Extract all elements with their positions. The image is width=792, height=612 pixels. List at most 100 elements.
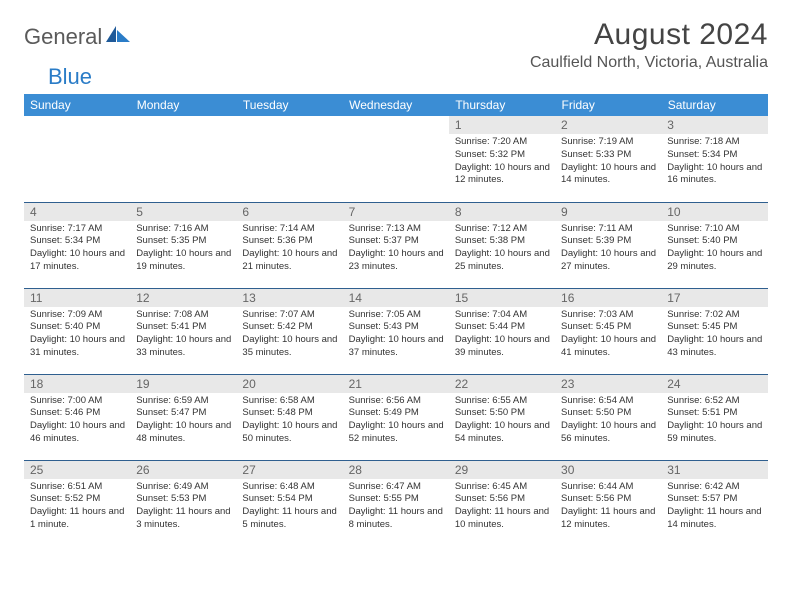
day-number: 5	[130, 203, 236, 221]
day-number: 10	[661, 203, 767, 221]
day-details: Sunrise: 7:03 AMSunset: 5:45 PMDaylight:…	[555, 307, 661, 364]
sunset-text: Sunset: 5:43 PM	[349, 321, 445, 334]
day-number: 29	[449, 461, 555, 479]
daylight-text: Daylight: 10 hours and 52 minutes.	[349, 420, 445, 446]
weekday-header: Tuesday	[236, 94, 342, 116]
calendar-empty-cell	[343, 116, 449, 202]
sunrise-text: Sunrise: 7:03 AM	[561, 309, 657, 322]
sunrise-text: Sunrise: 7:02 AM	[667, 309, 763, 322]
sunset-text: Sunset: 5:51 PM	[667, 407, 763, 420]
calendar-day-cell: 29Sunrise: 6:45 AMSunset: 5:56 PMDayligh…	[449, 460, 555, 546]
calendar-day-cell: 14Sunrise: 7:05 AMSunset: 5:43 PMDayligh…	[343, 288, 449, 374]
day-number: 27	[236, 461, 342, 479]
weekday-header-row: Sunday Monday Tuesday Wednesday Thursday…	[24, 94, 768, 116]
weekday-header: Sunday	[24, 94, 130, 116]
daylight-text: Daylight: 10 hours and 21 minutes.	[242, 248, 338, 274]
day-details: Sunrise: 7:11 AMSunset: 5:39 PMDaylight:…	[555, 221, 661, 278]
month-title: August 2024	[530, 18, 768, 52]
day-details: Sunrise: 6:52 AMSunset: 5:51 PMDaylight:…	[661, 393, 767, 450]
daylight-text: Daylight: 10 hours and 41 minutes.	[561, 334, 657, 360]
sunrise-text: Sunrise: 7:13 AM	[349, 223, 445, 236]
sunrise-text: Sunrise: 6:47 AM	[349, 481, 445, 494]
sunset-text: Sunset: 5:56 PM	[455, 493, 551, 506]
calendar-table: Sunday Monday Tuesday Wednesday Thursday…	[24, 94, 768, 546]
calendar-day-cell: 18Sunrise: 7:00 AMSunset: 5:46 PMDayligh…	[24, 374, 130, 460]
daylight-text: Daylight: 11 hours and 1 minute.	[30, 506, 126, 532]
calendar-day-cell: 15Sunrise: 7:04 AMSunset: 5:44 PMDayligh…	[449, 288, 555, 374]
sunrise-text: Sunrise: 7:17 AM	[30, 223, 126, 236]
sunrise-text: Sunrise: 6:49 AM	[136, 481, 232, 494]
sunrise-text: Sunrise: 7:14 AM	[242, 223, 338, 236]
sunset-text: Sunset: 5:38 PM	[455, 235, 551, 248]
day-details: Sunrise: 7:07 AMSunset: 5:42 PMDaylight:…	[236, 307, 342, 364]
day-number: 1	[449, 116, 555, 134]
sunrise-text: Sunrise: 6:58 AM	[242, 395, 338, 408]
daylight-text: Daylight: 11 hours and 5 minutes.	[242, 506, 338, 532]
day-number: 9	[555, 203, 661, 221]
day-details: Sunrise: 6:45 AMSunset: 5:56 PMDaylight:…	[449, 479, 555, 536]
sunrise-text: Sunrise: 6:42 AM	[667, 481, 763, 494]
calendar-day-cell: 24Sunrise: 6:52 AMSunset: 5:51 PMDayligh…	[661, 374, 767, 460]
calendar-week-row: 11Sunrise: 7:09 AMSunset: 5:40 PMDayligh…	[24, 288, 768, 374]
day-number: 6	[236, 203, 342, 221]
sunset-text: Sunset: 5:37 PM	[349, 235, 445, 248]
weekday-header: Saturday	[661, 94, 767, 116]
sunset-text: Sunset: 5:32 PM	[455, 149, 551, 162]
sunset-text: Sunset: 5:50 PM	[561, 407, 657, 420]
day-details: Sunrise: 7:17 AMSunset: 5:34 PMDaylight:…	[24, 221, 130, 278]
daylight-text: Daylight: 10 hours and 31 minutes.	[30, 334, 126, 360]
daylight-text: Daylight: 10 hours and 56 minutes.	[561, 420, 657, 446]
calendar-day-cell: 6Sunrise: 7:14 AMSunset: 5:36 PMDaylight…	[236, 202, 342, 288]
sunrise-text: Sunrise: 6:44 AM	[561, 481, 657, 494]
calendar-day-cell: 22Sunrise: 6:55 AMSunset: 5:50 PMDayligh…	[449, 374, 555, 460]
day-details: Sunrise: 6:47 AMSunset: 5:55 PMDaylight:…	[343, 479, 449, 536]
sunrise-text: Sunrise: 6:56 AM	[349, 395, 445, 408]
sunrise-text: Sunrise: 7:05 AM	[349, 309, 445, 322]
day-details: Sunrise: 7:02 AMSunset: 5:45 PMDaylight:…	[661, 307, 767, 364]
day-number: 13	[236, 289, 342, 307]
day-details: Sunrise: 7:20 AMSunset: 5:32 PMDaylight:…	[449, 134, 555, 191]
daylight-text: Daylight: 11 hours and 12 minutes.	[561, 506, 657, 532]
day-number: 2	[555, 116, 661, 134]
daylight-text: Daylight: 10 hours and 25 minutes.	[455, 248, 551, 274]
day-number: 23	[555, 375, 661, 393]
sunrise-text: Sunrise: 7:00 AM	[30, 395, 126, 408]
weekday-header: Thursday	[449, 94, 555, 116]
sunset-text: Sunset: 5:50 PM	[455, 407, 551, 420]
sunrise-text: Sunrise: 7:09 AM	[30, 309, 126, 322]
sunrise-text: Sunrise: 7:18 AM	[667, 136, 763, 149]
day-number: 25	[24, 461, 130, 479]
brand-part2: Blue	[48, 64, 92, 90]
day-details: Sunrise: 7:05 AMSunset: 5:43 PMDaylight:…	[343, 307, 449, 364]
day-number: 26	[130, 461, 236, 479]
weekday-header: Monday	[130, 94, 236, 116]
sunrise-text: Sunrise: 7:19 AM	[561, 136, 657, 149]
logo-sail-icon	[106, 26, 132, 49]
day-number: 21	[343, 375, 449, 393]
day-details: Sunrise: 6:44 AMSunset: 5:56 PMDaylight:…	[555, 479, 661, 536]
calendar-day-cell: 21Sunrise: 6:56 AMSunset: 5:49 PMDayligh…	[343, 374, 449, 460]
day-details: Sunrise: 7:13 AMSunset: 5:37 PMDaylight:…	[343, 221, 449, 278]
calendar-day-cell: 25Sunrise: 6:51 AMSunset: 5:52 PMDayligh…	[24, 460, 130, 546]
calendar-day-cell: 17Sunrise: 7:02 AMSunset: 5:45 PMDayligh…	[661, 288, 767, 374]
calendar-day-cell: 4Sunrise: 7:17 AMSunset: 5:34 PMDaylight…	[24, 202, 130, 288]
day-details: Sunrise: 7:12 AMSunset: 5:38 PMDaylight:…	[449, 221, 555, 278]
day-number: 18	[24, 375, 130, 393]
day-number: 14	[343, 289, 449, 307]
sunset-text: Sunset: 5:39 PM	[561, 235, 657, 248]
calendar-day-cell: 11Sunrise: 7:09 AMSunset: 5:40 PMDayligh…	[24, 288, 130, 374]
calendar-body: 1Sunrise: 7:20 AMSunset: 5:32 PMDaylight…	[24, 116, 768, 546]
day-details: Sunrise: 7:14 AMSunset: 5:36 PMDaylight:…	[236, 221, 342, 278]
calendar-day-cell: 28Sunrise: 6:47 AMSunset: 5:55 PMDayligh…	[343, 460, 449, 546]
sunrise-text: Sunrise: 7:20 AM	[455, 136, 551, 149]
calendar-day-cell: 8Sunrise: 7:12 AMSunset: 5:38 PMDaylight…	[449, 202, 555, 288]
sunset-text: Sunset: 5:42 PM	[242, 321, 338, 334]
daylight-text: Daylight: 10 hours and 27 minutes.	[561, 248, 657, 274]
sunrise-text: Sunrise: 6:48 AM	[242, 481, 338, 494]
daylight-text: Daylight: 11 hours and 10 minutes.	[455, 506, 551, 532]
sunset-text: Sunset: 5:35 PM	[136, 235, 232, 248]
calendar-day-cell: 23Sunrise: 6:54 AMSunset: 5:50 PMDayligh…	[555, 374, 661, 460]
calendar-day-cell: 1Sunrise: 7:20 AMSunset: 5:32 PMDaylight…	[449, 116, 555, 202]
weekday-header: Wednesday	[343, 94, 449, 116]
sunrise-text: Sunrise: 7:07 AM	[242, 309, 338, 322]
